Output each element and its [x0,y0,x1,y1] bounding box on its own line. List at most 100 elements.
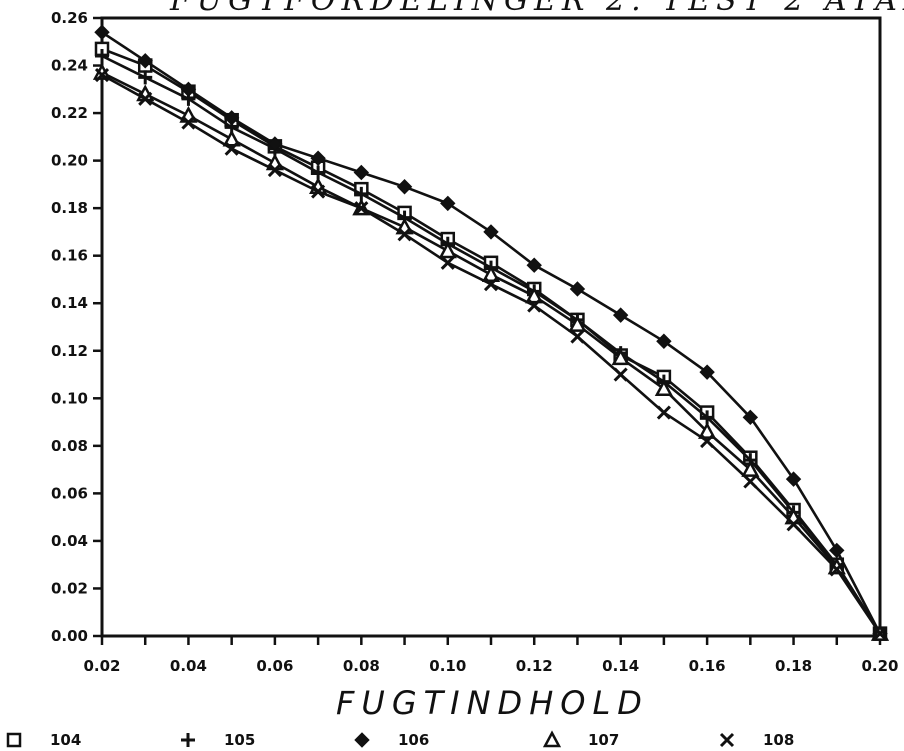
data-point [570,329,585,344]
series-line [101,31,882,635]
data-point [94,67,110,83]
data-point [137,53,153,69]
data-point [741,459,760,477]
legend-item-105: 105 [181,731,255,749]
x-tick-label: 0.20 [861,657,898,675]
y-tick-label: 0.26 [51,9,88,27]
series-line [101,73,882,635]
series-107 [92,63,890,641]
legend-item-108: 108 [719,731,794,749]
legend-label: 105 [224,731,255,749]
y-tick-label: 0.08 [51,437,88,455]
data-point [440,195,456,212]
data-point [656,333,672,349]
data-point [743,474,758,489]
x-tick-label: 0.16 [689,657,726,675]
legend: 104 105 106 107 108 [6,730,794,749]
data-point [138,70,153,85]
legend-item-107: 107 [542,730,619,749]
data-point [267,136,283,152]
series-line [101,71,882,635]
x-axis-label: FUGTINDHOLD [336,684,649,722]
data-point [483,224,499,240]
data-point [611,348,630,366]
y-tick-label: 0.04 [51,532,88,550]
data-point [95,49,109,64]
data-point [311,184,326,199]
data-point [483,277,499,292]
legend-label: 107 [588,731,619,749]
data-point [786,517,801,532]
y-tick-label: 0.24 [51,57,88,75]
x-tick-label: 0.02 [83,657,120,675]
data-point [527,298,542,313]
data-point [698,421,717,439]
y-tick-label: 0.16 [51,247,88,265]
series-line [101,54,882,635]
data-point [785,471,802,487]
x-tick-label: 0.10 [429,657,466,675]
y-tick-label: 0.14 [51,294,88,312]
legend-item-104: 104 [6,731,81,749]
series-layer [92,24,890,642]
y-tick-label: 0.12 [51,342,88,360]
legend-label: 104 [50,731,81,749]
data-point [656,405,671,420]
x-tick-label: 0.18 [775,657,812,675]
data-point [267,163,282,178]
series-106 [94,24,888,642]
legend-marker [354,732,370,748]
data-point [180,81,197,98]
data-point [222,129,241,147]
data-point [138,91,153,106]
series-line [101,47,882,635]
y-axis: 0.00 0.02 0.04 0.06 0.08 0.10 0.12 0.14 0.16 0.18… [51,9,102,645]
legend-marker [719,732,735,748]
data-point [742,409,759,426]
data-point [612,307,629,323]
data-point [181,115,196,130]
data-point [438,241,457,259]
data-point [310,150,326,166]
data-point [440,255,455,270]
y-tick-label: 0.20 [51,152,88,170]
data-point [481,265,501,282]
data-point [654,379,673,397]
data-point [353,164,370,181]
data-point [223,110,240,126]
data-point [569,281,586,297]
chart-title: FUGTFORDELINGER 2. TEST 2 ATAK [169,0,904,18]
data-point [354,201,369,216]
y-tick-label: 0.02 [51,579,88,597]
data-point [397,227,412,242]
y-tick-label: 0.18 [51,199,88,217]
data-point [613,367,628,382]
x-axis: 0.02 0.04 0.06 0.08 0.10 0.12 0.14 0.16 0.18 0.20 [83,636,899,675]
series-104 [94,41,888,641]
x-tick-label: 0.04 [170,657,207,675]
legend-label: 108 [763,731,794,749]
legend-marker [542,730,562,748]
data-point [699,364,715,380]
x-tick-label: 0.12 [516,657,553,675]
data-point [396,179,413,195]
y-tick-label: 0.10 [51,389,88,407]
legend-item-106: 106 [354,731,429,749]
legend-label: 106 [398,731,429,749]
y-tick-label: 0.00 [51,627,88,645]
x-tick-label: 0.06 [256,657,293,675]
data-point [829,562,844,577]
data-point [872,626,888,641]
data-point [525,286,544,304]
series-108 [94,67,888,641]
y-tick-label: 0.22 [51,104,88,122]
y-tick-label: 0.06 [51,484,88,502]
data-point [94,24,110,40]
x-tick-label: 0.14 [602,657,639,675]
data-point [568,314,587,332]
x-tick-label: 0.08 [343,657,380,675]
data-point [829,542,845,559]
legend-marker [6,732,22,748]
legend-marker [181,733,195,747]
